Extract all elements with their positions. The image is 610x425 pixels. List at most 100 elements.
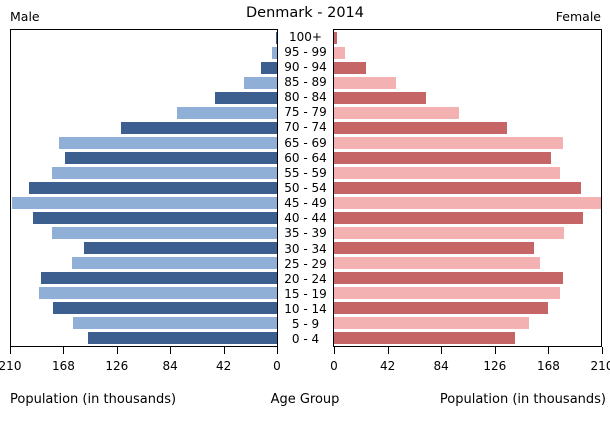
male-bar-20-24	[41, 272, 277, 285]
male-bar-5-9	[73, 317, 277, 330]
female-bar-row	[334, 150, 601, 165]
male-axis-tick-labels: 210 168 126 84 42 0	[0, 359, 281, 373]
female-bar-row	[334, 211, 601, 226]
female-bar-row	[334, 135, 601, 150]
age-label-65-69: 65 - 69	[284, 135, 327, 150]
male-bar-row	[11, 60, 277, 75]
tick-label-0: 0	[273, 359, 281, 373]
tick-mark	[548, 347, 550, 354]
female-bar-95-99	[334, 46, 346, 59]
male-bar-80-84	[214, 91, 277, 104]
chart-title: Denmark - 2014	[246, 5, 364, 21]
tick-mark	[170, 347, 172, 354]
male-bar-row	[11, 241, 277, 256]
age-label-15-19: 15 - 19	[284, 286, 327, 301]
male-bar-0-4	[88, 332, 277, 345]
tick-label-126: 126	[483, 359, 507, 373]
male-bar-row	[11, 301, 277, 316]
age-label-10-14: 10 - 14	[284, 302, 327, 317]
male-axis-ticks	[10, 347, 278, 354]
male-bar-50-54	[28, 181, 277, 194]
male-bar-row	[11, 286, 277, 301]
tick-label-0: 0	[330, 359, 338, 373]
age-label-70-74: 70 - 74	[284, 120, 327, 135]
female-bar-row	[334, 120, 601, 135]
female-bar-row	[334, 316, 601, 331]
male-bar-25-29	[71, 257, 277, 270]
male-bar-55-59	[51, 166, 277, 179]
female-plot-area	[333, 29, 602, 347]
female-bar-70-74	[334, 121, 507, 134]
male-bar-75-79	[176, 106, 277, 119]
female-bar-row	[334, 90, 601, 105]
male-bar-100+	[275, 31, 277, 44]
male-bar-row	[11, 211, 277, 226]
female-bar-0-4	[334, 332, 515, 345]
age-group-axis-title: Age Group	[270, 392, 340, 407]
age-label-90-94: 90 - 94	[284, 59, 327, 74]
male-bar-row	[11, 150, 277, 165]
female-bar-30-34	[334, 242, 534, 255]
female-bar-60-64	[334, 151, 552, 164]
female-bar-90-94	[334, 61, 366, 74]
male-bar-30-34	[84, 242, 277, 255]
female-bar-35-39	[334, 227, 565, 240]
female-bar-row	[334, 196, 601, 211]
age-label-80-84: 80 - 84	[284, 90, 327, 105]
age-label-30-34: 30 - 34	[284, 241, 327, 256]
tick-mark	[602, 347, 603, 354]
female-bar-10-14	[334, 302, 548, 315]
male-bar-row	[11, 256, 277, 271]
female-bar-row	[334, 256, 601, 271]
male-bar-60-64	[65, 151, 277, 164]
female-bar-80-84	[334, 91, 426, 104]
female-bar-100+	[334, 31, 337, 44]
female-bar-row	[334, 286, 601, 301]
female-bar-40-44	[334, 212, 584, 225]
age-label-35-39: 35 - 39	[284, 226, 327, 241]
female-axis-tick-labels: 0 42 84 126 168 210	[330, 359, 610, 373]
male-bar-row	[11, 196, 277, 211]
male-bar-row	[11, 105, 277, 120]
female-bar-row	[334, 60, 601, 75]
male-bar-row	[11, 165, 277, 180]
tick-mark	[277, 347, 278, 354]
female-bar-row	[334, 331, 601, 346]
female-bar-row	[334, 165, 601, 180]
age-label-100+: 100+	[289, 29, 322, 44]
tick-label-210: 210	[0, 359, 22, 373]
male-bar-row	[11, 331, 277, 346]
female-bar-5-9	[334, 317, 529, 330]
male-bar-40-44	[32, 212, 277, 225]
age-labels-column: 100+ 95 - 99 90 - 94 85 - 89 80 - 84 75 - 79 7…	[278, 29, 333, 347]
female-bar-row	[334, 30, 601, 45]
male-bar-15-19	[38, 287, 277, 300]
tick-mark	[63, 347, 65, 354]
tick-label-168: 168	[51, 359, 75, 373]
female-bar-55-59	[334, 166, 561, 179]
female-bar-row	[334, 241, 601, 256]
female-bar-85-89	[334, 76, 397, 89]
age-label-60-64: 60 - 64	[284, 150, 327, 165]
age-label-25-29: 25 - 29	[284, 256, 327, 271]
male-axis-title: Population (in thousands)	[10, 392, 177, 407]
age-label-40-44: 40 - 44	[284, 211, 327, 226]
male-bar-35-39	[51, 227, 277, 240]
female-bar-row	[334, 75, 601, 90]
male-bar-45-49	[12, 197, 277, 210]
male-bar-70-74	[121, 121, 277, 134]
tick-mark	[116, 347, 118, 354]
male-bar-10-14	[52, 302, 277, 315]
tick-mark	[334, 347, 335, 354]
tick-mark	[10, 347, 11, 354]
female-bar-row	[334, 180, 601, 195]
male-bar-row	[11, 45, 277, 60]
male-bar-row	[11, 75, 277, 90]
tick-mark	[387, 347, 389, 354]
male-bar-row	[11, 30, 277, 45]
male-bar-row	[11, 271, 277, 286]
age-label-20-24: 20 - 24	[284, 271, 327, 286]
male-bar-95-99	[271, 46, 277, 59]
female-bar-45-49	[334, 197, 601, 210]
